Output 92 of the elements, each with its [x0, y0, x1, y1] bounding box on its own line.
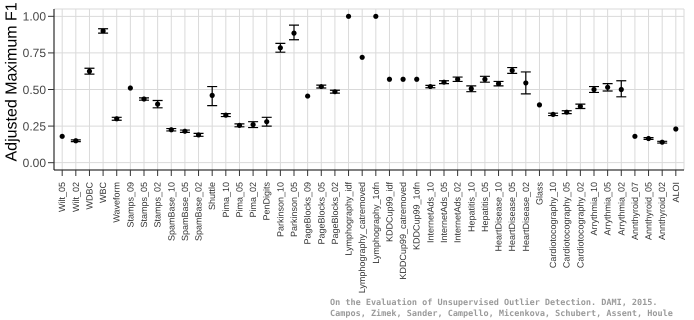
point [168, 127, 174, 132]
x-tick-label: Stamps_09 [125, 182, 136, 228]
x-tick-label: Stamps_05 [139, 182, 149, 228]
x-tick-label: Glass [534, 182, 544, 206]
x-tick-label: Parkinson_10 [275, 182, 286, 238]
x-tick-label: Lymphography_catremoved [357, 182, 368, 294]
x-tick-label: Shuttle [207, 182, 218, 210]
x-tick-label: HeartDisease_10 [494, 182, 504, 252]
point [236, 122, 242, 128]
point [646, 136, 652, 142]
x-tick-label: HeartDisease_05 [507, 182, 518, 252]
x-tick-label: Lymphography_1ofn [370, 182, 381, 264]
point [482, 76, 488, 82]
y-tick-label: 0.25 [22, 119, 46, 134]
x-tick-label: Pima_02 [248, 182, 258, 218]
x-tick-label: ALOI [670, 182, 681, 203]
point [182, 128, 188, 134]
x-tick-label: KDDCup99_1ofn [412, 182, 422, 250]
y-tick-label: 0.50 [22, 82, 46, 97]
point [332, 89, 338, 94]
x-tick-label: Wilt_02 [70, 182, 81, 212]
point [196, 132, 202, 138]
point [400, 76, 406, 82]
point [510, 68, 515, 74]
point [73, 138, 78, 144]
x-tick-label: Arrythmia_02 [616, 182, 626, 236]
x-tick-label: Cardiotocography_10 [548, 182, 558, 268]
point [564, 110, 570, 115]
x-tick-label: Stamps_02 [152, 182, 163, 228]
point [660, 140, 665, 145]
point [591, 86, 597, 92]
point [386, 76, 392, 82]
point [360, 54, 365, 60]
point [428, 84, 433, 90]
x-tick-label: Waveform [112, 182, 122, 223]
y-tick-label: 1.00 [22, 10, 46, 24]
x-tick-label: SpamBase_02 [194, 182, 204, 242]
y-axis-title: Adjusted Maximum F1 [4, 2, 21, 162]
x-tick-label: SpamBase_05 [180, 182, 190, 242]
x-tick-label: Arrythmia_05 [602, 182, 613, 236]
point [128, 85, 133, 91]
x-tick-label: Lymphography_idf [344, 182, 354, 256]
x-tick-label: HeartDisease_02 [520, 182, 531, 252]
x-tick-label: Cardiotocography_02 [575, 182, 586, 268]
x-tick-label: SpamBase_10 [166, 182, 176, 242]
x-tick-label: Annthyroid_05 [644, 182, 654, 240]
y-tick-label: 0.00 [22, 156, 46, 170]
x-tick-label: Pima_10 [220, 182, 231, 218]
point [210, 92, 215, 98]
x-tick-label: InternetAds_02 [452, 182, 463, 244]
x-tick-label: Annthyroid_07 [630, 182, 640, 240]
x-tick-label: InternetAds_05 [439, 182, 449, 244]
point [523, 80, 528, 86]
x-tick-label: PenDigits [262, 182, 272, 221]
x-tick-label: PageBlocks_05 [316, 182, 326, 245]
x-tick-label: Annthyroid_02 [657, 182, 668, 240]
x-tick-label: WBC [98, 182, 108, 203]
x-tick-label: PageBlocks_09 [302, 182, 313, 245]
x-tick-label: WDBC [84, 182, 94, 210]
point [86, 68, 92, 74]
x-tick-label: Wilt_05 [57, 182, 68, 212]
point [60, 134, 65, 139]
x-tick-label: KDDCup99_idf [384, 182, 394, 242]
point [632, 134, 638, 139]
x-tick-label: Hepatitis_10 [466, 182, 476, 232]
x-tick-label: InternetAds_10 [425, 182, 436, 244]
x-tick-label: Arrythmia_10 [589, 182, 599, 236]
x-tick-label: Cardiotocography_05 [562, 182, 572, 268]
point [618, 86, 624, 92]
point [223, 112, 228, 118]
point [373, 14, 378, 19]
point [305, 93, 310, 99]
text: Campos, Zimek, Sander, Campello, Micenkova, Schubert, Assent, Houle [330, 309, 673, 320]
point [673, 126, 678, 132]
x-tick-label: KDDCup99_catremoved [398, 182, 408, 280]
y-tick-label: 0.75 [22, 46, 46, 60]
x-tick-label: Pima_05 [234, 182, 244, 218]
point [318, 84, 324, 90]
point [250, 122, 256, 128]
point [550, 112, 556, 117]
text: On the Evaluation of Unsupervised Outlier Detection. DAMI, 2015. [330, 298, 659, 309]
point [414, 76, 420, 82]
point [291, 30, 297, 36]
x-tick-label: Hepatitis_05 [480, 182, 490, 232]
point [346, 14, 352, 19]
point [141, 96, 147, 102]
x-tick-label: PageBlocks_02 [330, 182, 340, 245]
point [114, 116, 120, 122]
point [441, 80, 447, 85]
point [536, 102, 542, 108]
x-tick-label: Parkinson_05 [289, 182, 299, 238]
point [468, 86, 474, 92]
